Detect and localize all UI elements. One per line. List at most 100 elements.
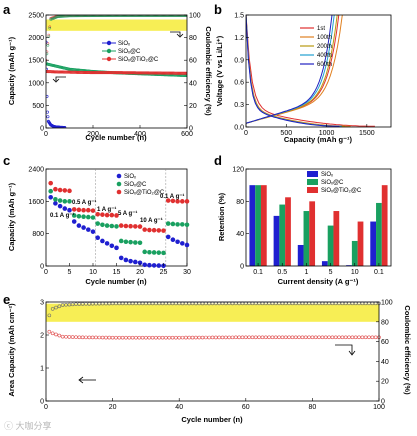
- area-capacity-point: [70, 335, 75, 339]
- panel-b-y-label: Voltage (V vs Li/Li⁺): [215, 35, 224, 106]
- ce-point: [95, 15, 99, 18]
- capacity-point: [180, 71, 184, 75]
- legend-marker: [116, 173, 122, 179]
- panel-a-x-tick-label: 600: [181, 131, 193, 138]
- rate-point: [114, 245, 119, 251]
- area-capacity-point: [187, 335, 191, 340]
- rate-point: [142, 249, 147, 255]
- area-capacity-point: [107, 335, 112, 340]
- ce-point: [149, 15, 153, 17]
- panel-e-x-tick-label: 60: [242, 404, 250, 411]
- rate-point: [81, 207, 86, 213]
- legend-label: 1st: [317, 26, 325, 32]
- capacity-point: [86, 71, 90, 75]
- rate-point: [165, 234, 171, 240]
- ce-point: [114, 15, 117, 17]
- panel-b-voltage-profile-chart: 0 500 1000 1500 0.0 0.3 0.6 0.9 1.2 1.5 Capacity …: [215, 13, 392, 144]
- ce-point: [57, 15, 61, 18]
- area-capacity-point: [220, 335, 225, 340]
- area-capacity-point: [367, 335, 371, 340]
- rate-point: [86, 207, 91, 213]
- capacity-point: [111, 71, 115, 75]
- panel-d-x-tick-label: 10: [351, 269, 359, 276]
- ce-point: [81, 15, 85, 18]
- ce-point: [181, 15, 185, 17]
- rate-point: [184, 222, 190, 228]
- capacity-point: [120, 71, 124, 75]
- ce-point: [48, 26, 52, 30]
- area-capacity-point: [244, 335, 248, 340]
- capacity-point: [83, 70, 87, 74]
- panel-b-y-tick-label: 0.9: [234, 57, 244, 64]
- ce-point: [60, 303, 65, 307]
- rate-point: [48, 180, 53, 186]
- ce-point: [120, 15, 124, 17]
- area-capacity-point: [180, 335, 185, 340]
- area-capacity-point: [120, 335, 125, 340]
- rate-point: [133, 259, 138, 265]
- capacity-point: [67, 70, 71, 74]
- capacity-point: [117, 71, 121, 75]
- panel-d-y-tick-label: 0: [240, 264, 244, 271]
- area-capacity-point: [343, 335, 348, 340]
- rate-point: [147, 262, 152, 268]
- retention-bar: [297, 244, 304, 266]
- rate-point: [118, 238, 124, 244]
- area-capacity-point: [104, 335, 108, 340]
- rate-point: [71, 219, 77, 224]
- ce-point: [46, 42, 50, 45]
- capacity-point: [177, 71, 181, 75]
- panel-b-y-tick-label: 1.2: [234, 35, 244, 42]
- legend-marker-siox-tio2-c: [106, 56, 112, 62]
- capacity-point: [105, 71, 109, 75]
- ce-point: [168, 15, 172, 17]
- area-capacity-point: [340, 335, 345, 340]
- capacity-point: [81, 70, 85, 74]
- panel-c-x-tick-label: 25: [160, 269, 168, 276]
- ce-point: [46, 52, 49, 56]
- panel-a-capacity-arrow-head: [52, 78, 60, 83]
- area-capacity-point: [327, 335, 331, 340]
- capacity-point: [146, 71, 150, 75]
- ce-point: [138, 15, 142, 17]
- capacity-point: [161, 71, 165, 75]
- ce-point: [84, 15, 87, 18]
- capacity-point: [88, 71, 92, 75]
- area-capacity-point: [277, 335, 281, 340]
- legend-marker: [116, 189, 122, 195]
- panel-e-y2-tick-label: 100: [381, 300, 393, 307]
- area-capacity-point: [127, 335, 132, 340]
- ce-point: [174, 15, 178, 17]
- rate-point: [104, 212, 110, 218]
- ce-point: [157, 15, 161, 17]
- panel-e-y-tick-label: 3: [40, 300, 44, 307]
- panel-c-rate-chart: 0 5 10 15 20 25 30 0 800 1600 2400 Cycle number (n…: [7, 167, 191, 287]
- ce-point: [102, 15, 106, 17]
- capacity-point: [93, 71, 97, 75]
- area-capacity-point: [57, 333, 62, 338]
- area-capacity-point: [210, 335, 215, 340]
- panel-b-legend: 1st 100th 200th 400th 600th: [300, 26, 332, 68]
- ce-point: [104, 15, 108, 17]
- retention-bar: [303, 211, 310, 266]
- ce-point: [90, 15, 94, 18]
- area-capacity-point: [167, 335, 172, 340]
- panel-e-x-label: Cycle number (n): [181, 415, 243, 424]
- capacity-point: [176, 71, 180, 75]
- capacity-point: [174, 71, 178, 75]
- capacity-point: [154, 71, 158, 75]
- panel-b-y-tick-label: 0.3: [234, 102, 244, 109]
- ce-point: [74, 302, 78, 306]
- ce-point: [164, 15, 168, 17]
- capacity-point: [69, 70, 73, 74]
- panel-a-y2-tick-label: 100: [189, 13, 201, 20]
- area-capacity-point: [353, 335, 358, 340]
- legend-label: SiOₓ@TiO₂@C: [124, 190, 165, 196]
- area-capacity-point: [297, 335, 301, 340]
- panel-c-x-tick-label: 0: [44, 269, 48, 276]
- rate-point: [109, 212, 115, 218]
- panel-d-x-tick-label: 1: [304, 269, 308, 276]
- area-capacity-point: [224, 335, 228, 340]
- capacity-point: [130, 71, 134, 75]
- ce-point: [121, 15, 125, 17]
